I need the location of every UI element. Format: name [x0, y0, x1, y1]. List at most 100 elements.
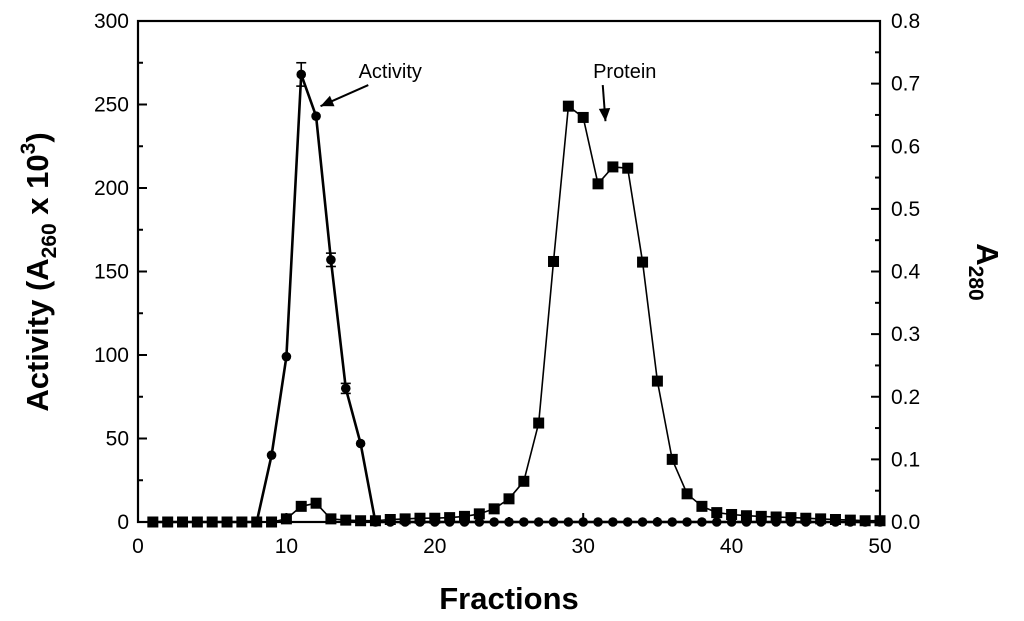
protein-point: [458, 510, 470, 522]
y-axis-title-prefix: Activity (A: [20, 258, 55, 411]
y2-tick-label: 0.8: [891, 10, 920, 33]
protein-point: [221, 516, 233, 528]
protein-line: [152, 105, 880, 523]
activity-point: [474, 517, 485, 527]
y-tick-label: 0: [117, 511, 129, 534]
protein-point: [770, 511, 782, 523]
protein-point: [815, 513, 827, 525]
activity-point: [711, 517, 722, 527]
series-layer: [147, 61, 886, 528]
protein-point: [696, 500, 708, 512]
protein-point: [844, 514, 856, 526]
x-tick-label: 30: [572, 535, 595, 558]
x-axis-ticks: 0 10 20 30 40 50: [132, 513, 892, 558]
protein-point: [147, 516, 159, 528]
y-axis-ticks: 0 50 100 150 200 250 300: [94, 10, 147, 534]
y-tick-label: 150: [94, 261, 129, 284]
y2-axis-ticks: 0.0 0.1 0.2 0.3 0.4 0.5 0.6 0.7 0.8: [871, 10, 921, 534]
activity-point: [504, 517, 514, 527]
protein-point: [384, 513, 396, 525]
y-tick-label: 200: [94, 177, 129, 200]
protein-point: [251, 516, 263, 528]
y-tick-label: 100: [94, 344, 129, 367]
y2-axis-title-subscript: 280: [964, 266, 987, 301]
x-tick-label: 10: [275, 535, 298, 558]
protein-point: [622, 162, 634, 174]
x-tick-label: 40: [720, 535, 743, 558]
protein-point: [340, 514, 352, 526]
activity-point: [489, 517, 499, 527]
protein-point: [369, 515, 381, 527]
activity-point: [281, 351, 292, 362]
y2-tick-label: 0.1: [891, 448, 920, 471]
protein-point: [800, 512, 812, 524]
protein-point: [503, 493, 515, 505]
y2-tick-label: 0.6: [891, 135, 920, 158]
activity-point: [697, 517, 707, 527]
activity-point: [578, 517, 588, 527]
activity-point: [519, 517, 529, 527]
protein-point: [637, 256, 649, 268]
protein-point: [162, 516, 174, 528]
protein-point: [711, 507, 723, 519]
protein-point: [473, 508, 485, 520]
protein-point: [562, 100, 574, 112]
protein-point: [755, 510, 767, 522]
annotation-protein-arrowhead: [598, 108, 611, 122]
protein-point: [874, 515, 886, 527]
y-axis-title: Activity (A260 x 103): [17, 132, 61, 411]
activity-point: [682, 517, 692, 527]
protein-point: [191, 516, 203, 528]
protein-point: [236, 516, 248, 528]
series-protein: [147, 100, 886, 528]
protein-point: [355, 515, 367, 527]
activity-point: [296, 69, 307, 80]
protein-point: [592, 178, 604, 190]
y-axis-title-middle: x 10: [20, 154, 55, 223]
y2-tick-label: 0.4: [891, 261, 921, 284]
activity-point: [548, 517, 559, 527]
protein-point: [206, 516, 218, 528]
annotation-layer: Activity Protein: [320, 61, 656, 122]
protein-point: [177, 516, 189, 528]
protein-point: [666, 453, 678, 465]
y2-tick-label: 0.2: [891, 386, 920, 409]
protein-point: [325, 513, 337, 525]
protein-point: [310, 497, 322, 509]
y-tick-label: 50: [106, 428, 129, 451]
protein-point: [444, 512, 456, 524]
protein-point: [488, 503, 500, 515]
activity-point: [622, 517, 633, 527]
series-activity: [148, 61, 885, 527]
protein-point: [533, 417, 545, 429]
activity-point: [355, 438, 366, 449]
protein-point: [829, 513, 841, 525]
protein-point: [414, 512, 426, 524]
y-axis-title-suffix: ): [20, 132, 55, 142]
protein-point: [577, 111, 589, 123]
activity-point: [667, 517, 678, 527]
y2-tick-label: 0.3: [891, 323, 920, 346]
annotation-activity-label: Activity: [359, 61, 422, 83]
activity-point: [652, 517, 663, 527]
x-tick-label: 50: [868, 535, 891, 558]
x-tick-label: 20: [423, 535, 446, 558]
activity-point: [593, 517, 603, 527]
y-axis-title-superscript: 3: [17, 143, 40, 155]
protein-point: [295, 500, 307, 512]
protein-point: [607, 161, 619, 173]
protein-point: [785, 512, 797, 524]
activity-point: [608, 517, 618, 527]
annotation-protein-label: Protein: [593, 61, 656, 83]
plot-frame: [136, 19, 882, 524]
activity-point: [266, 450, 277, 461]
y2-axis-title: A280: [964, 243, 1005, 300]
y2-axis-title-main: A: [970, 243, 1005, 265]
protein-point: [681, 488, 693, 500]
protein-point: [280, 513, 292, 525]
activity-point: [311, 111, 321, 121]
y2-tick-label: 0.0: [891, 511, 920, 534]
x-tick-label: 0: [132, 535, 144, 558]
activity-point: [637, 517, 648, 527]
protein-point: [518, 475, 530, 487]
